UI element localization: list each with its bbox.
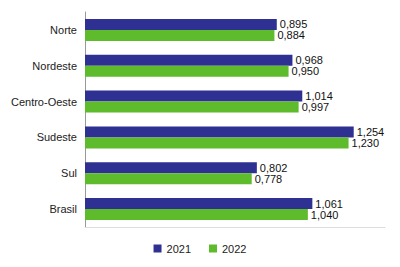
svg-text:0,778: 0,778 xyxy=(255,173,283,185)
svg-text:1,230: 1,230 xyxy=(352,137,380,149)
svg-text:Sudeste: Sudeste xyxy=(37,131,77,143)
svg-text:1,040: 1,040 xyxy=(311,209,339,221)
svg-text:0,997: 0,997 xyxy=(302,101,330,113)
svg-text:2022: 2022 xyxy=(222,243,246,255)
svg-text:Sul: Sul xyxy=(61,167,77,179)
svg-text:0,968: 0,968 xyxy=(295,54,323,67)
svg-text:Norte: Norte xyxy=(50,24,77,36)
svg-text:1,014: 1,014 xyxy=(305,90,333,103)
svg-text:0,884: 0,884 xyxy=(277,29,305,41)
svg-text:0,950: 0,950 xyxy=(292,65,320,77)
svg-text:Nordeste: Nordeste xyxy=(32,60,77,72)
svg-text:0,802: 0,802 xyxy=(259,161,288,174)
svg-text:Brasil: Brasil xyxy=(49,203,77,215)
svg-text:2021: 2021 xyxy=(167,243,191,255)
svg-text:Centro-Oeste: Centro-Oeste xyxy=(11,96,77,108)
svg-text:1,061: 1,061 xyxy=(315,197,343,210)
svg-text:1,254: 1,254 xyxy=(356,125,385,138)
svg-text:0,895: 0,895 xyxy=(279,18,308,31)
